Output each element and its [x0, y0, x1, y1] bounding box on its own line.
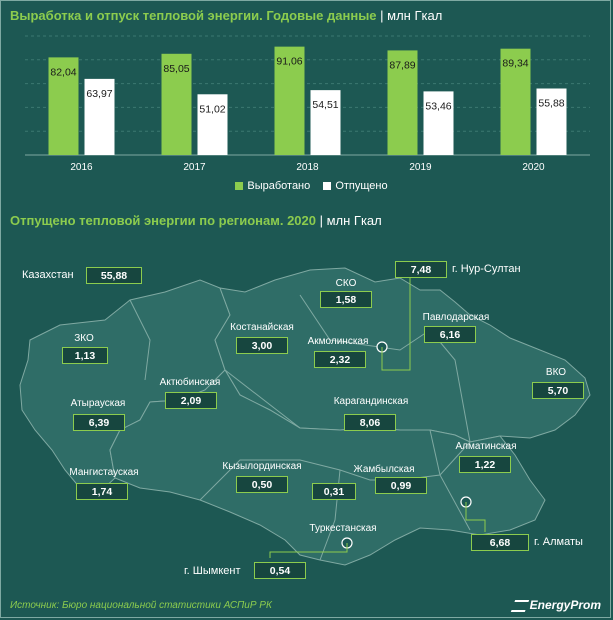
legend-produced: Выработано [247, 180, 311, 192]
city-label-almaty: г. Алматы [534, 536, 583, 548]
data-label-produced-2020: 89,34 [502, 58, 528, 70]
map-border-1 [129, 299, 151, 381]
tick-label-2016: 2016 [70, 162, 93, 173]
region-label-sko: СКО [335, 278, 357, 289]
bar-produced-2019 [387, 50, 418, 155]
region-label-atyrau: Атырауская [70, 398, 126, 409]
bar-produced-2016 [48, 57, 79, 155]
region-value-karaganda: 8,06 [344, 414, 396, 431]
city-value-almaty: 6,68 [471, 534, 529, 551]
tick-label-2020: 2020 [522, 162, 545, 173]
region-value-kyzylorda: 0,50 [236, 476, 288, 493]
map-border-3 [299, 294, 431, 351]
legend-released: Отпущено [335, 180, 388, 192]
region-value-atyrau: 6,39 [73, 414, 125, 431]
city-value-nur-sultan: 7,48 [395, 261, 447, 278]
region-label-mangystau: Мангистауская [69, 467, 139, 478]
brand-icon [510, 599, 529, 612]
region-value-mangystau: 1,74 [76, 483, 128, 500]
legend-swatch-produced [235, 182, 244, 191]
map-border-5 [199, 441, 471, 501]
region-value-zhambyl: 0,99 [375, 477, 427, 494]
map-region-south [109, 369, 546, 566]
total-value: 55,88 [86, 267, 142, 284]
bar-released-2018 [310, 90, 341, 155]
region-label-karaganda: Карагандинская [333, 396, 409, 407]
region-value-turkistan: 0,31 [312, 483, 356, 500]
tick-label-2019: 2019 [409, 162, 432, 173]
region-value-almaty-region: 1,22 [459, 456, 511, 473]
region-value-pavlodar: 6,16 [424, 326, 476, 343]
region-label-kyzylorda: Кызылординская [222, 461, 302, 472]
region-value-vko: 5,70 [532, 382, 584, 399]
total-label: Казахстан [22, 269, 74, 281]
map-border-2 [224, 369, 301, 429]
region-value-akmola: 2,32 [314, 351, 366, 368]
bar-released-2019 [423, 91, 454, 155]
chart2-unit: | млн Гкал [319, 213, 382, 228]
bar-released-2017 [197, 94, 228, 155]
brand-text: EnergyProm [529, 598, 601, 612]
region-label-akmola: Акмолинская [307, 336, 369, 347]
region-value-zko: 1,13 [62, 347, 108, 364]
bar-produced-2018 [274, 46, 305, 156]
chart1-unit: | млн Гкал [380, 8, 443, 23]
chart2-title-text: Отпущено тепловой энергии по регионам. 2… [10, 213, 316, 228]
data-label-produced-2019: 87,89 [389, 59, 415, 71]
data-label-released-2018: 54,51 [312, 99, 338, 111]
tick-label-2017: 2017 [183, 162, 206, 173]
data-label-released-2017: 51,02 [199, 103, 225, 115]
region-label-vko: ВКО [545, 367, 567, 378]
data-label-released-2020: 55,88 [538, 98, 564, 110]
chart2-title: Отпущено тепловой энергии по регионам. 2… [10, 213, 382, 228]
city-value-shymkent: 0,54 [254, 562, 306, 579]
region-label-pavlodar: Павлодарская [422, 312, 490, 323]
data-label-released-2016: 63,97 [86, 88, 112, 100]
data-label-produced-2017: 85,05 [163, 63, 189, 75]
chart1-title: Выработка и отпуск тепловой энергии. Год… [10, 8, 442, 23]
leader-nur-sultan [381, 270, 411, 371]
city-label-shymkent: г. Шымкент [184, 565, 241, 577]
bar-released-2020 [536, 88, 567, 155]
city-label-nur-sultan: г. Нур-Султан [452, 263, 521, 275]
region-value-kostanay: 3,00 [236, 337, 288, 354]
kazakhstan-map [19, 267, 591, 566]
map-border-7 [429, 429, 471, 531]
tick-label-2018: 2018 [296, 162, 319, 173]
legend-swatch-released [323, 182, 332, 191]
region-value-sko: 1,58 [320, 291, 372, 308]
bar-chart: 82,04 63,97 2016 85,05 51,02 2017 91,06 54,51 20… [25, 35, 590, 173]
bar-produced-2017 [161, 53, 192, 156]
region-label-turkistan: Туркестанская [309, 523, 377, 534]
chart1-legend: Выработано Отпущено [0, 180, 613, 192]
data-label-produced-2018: 91,06 [276, 56, 302, 68]
leader-almaty [465, 502, 486, 532]
data-label-released-2019: 53,46 [425, 100, 451, 112]
region-value-aktobe: 2,09 [165, 392, 217, 409]
data-label-produced-2016: 82,04 [50, 66, 76, 78]
bar-released-2016 [84, 78, 115, 155]
source-note: Источник: Бюро национальной статистики А… [10, 600, 272, 611]
region-label-almaty-region: Алматинская [455, 441, 517, 452]
brand-logo: EnergyProm [510, 598, 601, 612]
region-label-zko: ЗКО [74, 333, 94, 344]
chart1-title-text: Выработка и отпуск тепловой энергии. Год… [10, 8, 377, 23]
leader-shymkent [269, 543, 348, 558]
region-label-aktobe: Актюбинская [159, 377, 221, 388]
region-label-zhambyl: Жамбылская [353, 464, 415, 475]
region-label-kostanay: Костанайская [230, 322, 294, 333]
bar-produced-2020 [500, 48, 531, 156]
